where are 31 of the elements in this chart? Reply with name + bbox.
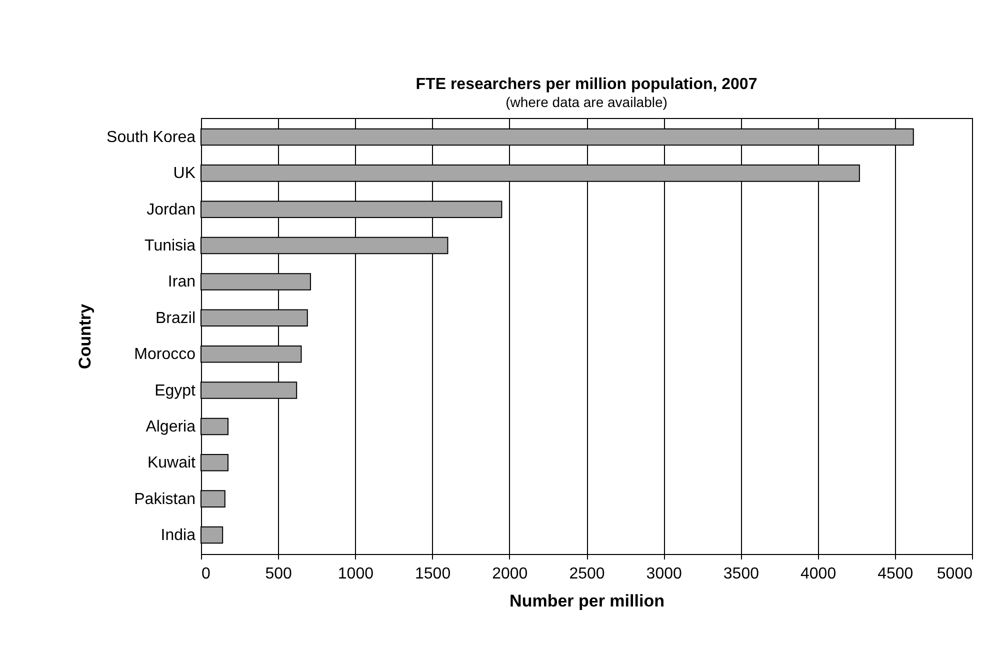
- bar: [200, 418, 228, 436]
- y-tick-label: Iran: [168, 274, 196, 291]
- x-tick-label: 3500: [723, 566, 760, 582]
- x-tick-label: 2500: [569, 566, 605, 582]
- x-tick-label: 500: [265, 566, 292, 582]
- y-tick-label: Jordan: [146, 201, 196, 218]
- x-tick-label: 1000: [338, 566, 374, 582]
- y-tick-label: South Korea: [106, 128, 196, 146]
- y-tick-label: Algeria: [146, 418, 196, 436]
- x-tick-label: 4500: [878, 566, 914, 582]
- y-tick-label: India: [160, 527, 196, 544]
- x-tick-label: 2000: [492, 566, 528, 582]
- y-tick-label: Brazil: [155, 310, 196, 327]
- x-axis-title: Number per million: [510, 592, 664, 610]
- x-tick-label: 3000: [646, 566, 682, 582]
- y-tick-label: Pakistan: [134, 490, 196, 508]
- bar: [200, 454, 228, 472]
- bar: [200, 526, 224, 544]
- y-tick-label: Egypt: [154, 382, 196, 400]
- bar: [200, 490, 226, 508]
- y-tick-label: Morocco: [134, 346, 196, 364]
- y-axis-title: Country: [76, 303, 95, 370]
- x-tick-label: 1500: [415, 566, 451, 582]
- y-tick-label: Tunisia: [144, 238, 196, 255]
- chart-subtitle: (where data are available): [506, 94, 668, 110]
- x-tick-label: 5000: [936, 566, 973, 582]
- x-tick-label: 4000: [800, 566, 836, 582]
- y-tick-label: Kuwait: [147, 454, 196, 472]
- y-tick-label: UK: [173, 165, 196, 182]
- x-tick-label: 0: [202, 566, 210, 582]
- chart-title: FTE researchers per million population, 2007: [416, 76, 758, 93]
